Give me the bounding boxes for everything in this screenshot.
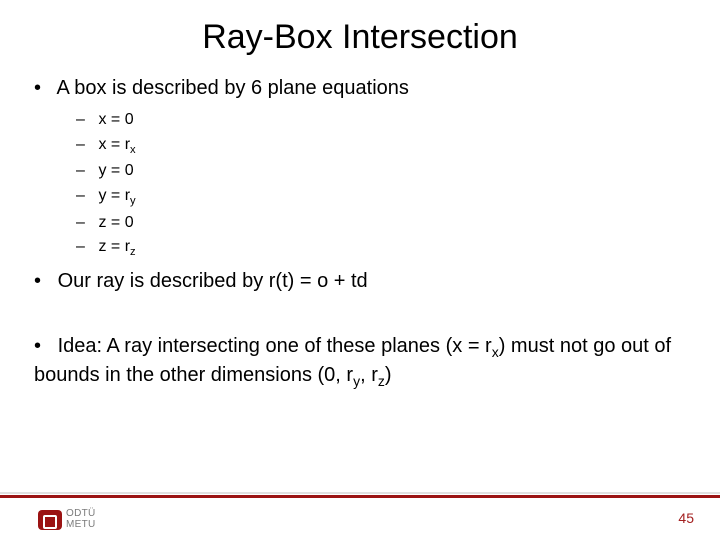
- footer-divider: [0, 495, 720, 498]
- slide-title: Ray-Box Intersection: [30, 18, 690, 57]
- logo-text: ODTÜ METU: [66, 509, 96, 530]
- eq-y-ry: y = ry: [76, 184, 690, 211]
- sub-bullets: x = 0 x = rx y = 0 y = ry z = 0 z = rz: [30, 108, 690, 262]
- eq-y-0: y = 0: [76, 159, 690, 184]
- bullet-2: Our ray is described by r(t) = o + td: [30, 268, 690, 295]
- eq-sub: y: [130, 195, 136, 207]
- bullet-3-part-c: , r: [360, 364, 378, 386]
- bullet-1-text: A box is described by 6 plane equations: [56, 77, 408, 99]
- eq-text: y = r: [98, 187, 130, 204]
- logo-line2: METU: [66, 520, 96, 531]
- spacer: [30, 301, 690, 327]
- bullet-3-part-a: Idea: A ray intersecting one of these pl…: [58, 335, 492, 357]
- eq-z-0: z = 0: [76, 211, 690, 236]
- eq-sub: x: [130, 144, 136, 156]
- page-number: 45: [678, 510, 694, 526]
- eq-x-0: x = 0: [76, 108, 690, 133]
- bullet-1: A box is described by 6 plane equations: [30, 75, 690, 102]
- bullet-3-part-d: ): [385, 364, 392, 386]
- bullet-list: A box is described by 6 plane equations …: [30, 75, 690, 391]
- eq-text: z = r: [98, 238, 130, 255]
- bullet-2-text: Our ray is described by r(t) = o + td: [58, 270, 368, 292]
- eq-x-rx: x = rx: [76, 133, 690, 160]
- eq-text: x = r: [98, 136, 130, 153]
- eq-text: z = 0: [98, 214, 133, 231]
- logo-mark-icon: [38, 510, 62, 530]
- bullet-3: Idea: A ray intersecting one of these pl…: [30, 333, 690, 391]
- bullet-3-sub1: x: [492, 344, 499, 360]
- bullet-3-sub3: z: [378, 373, 385, 389]
- eq-sub: z: [130, 247, 136, 259]
- slide: Ray-Box Intersection A box is described …: [0, 0, 720, 540]
- footer-logo: ODTÜ METU: [38, 509, 96, 530]
- logo-line1: ODTÜ: [66, 509, 96, 520]
- eq-text: x = 0: [98, 111, 133, 128]
- eq-z-rz: z = rz: [76, 235, 690, 262]
- eq-text: y = 0: [98, 162, 133, 179]
